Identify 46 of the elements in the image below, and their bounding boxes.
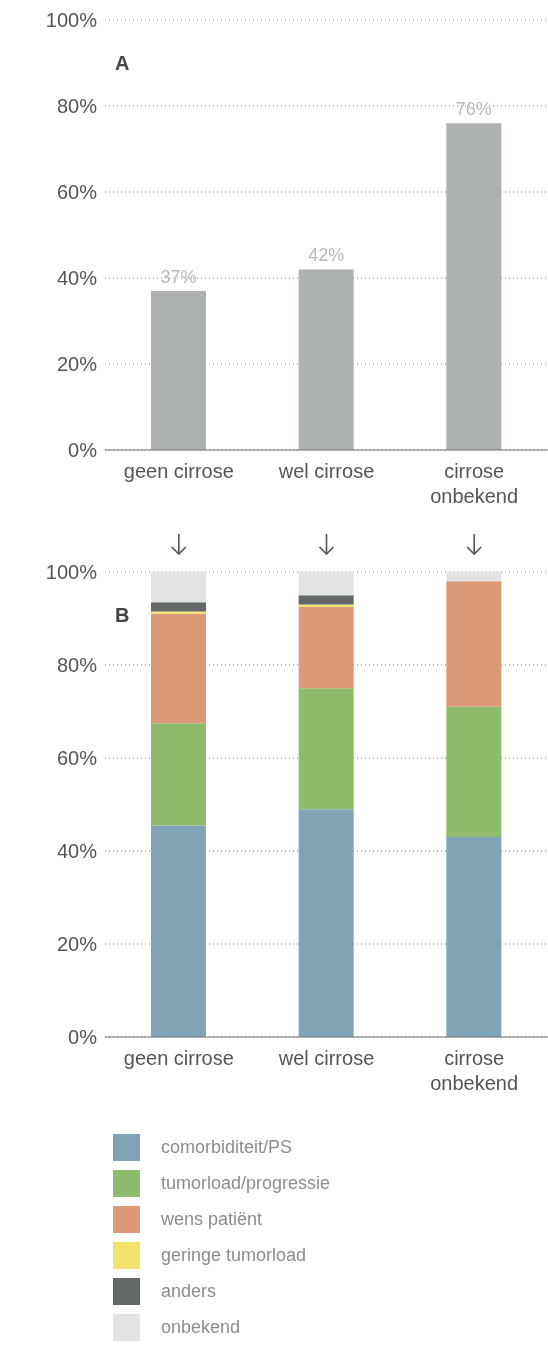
x-tick-label: geen cirrose [123, 1047, 234, 1069]
bar [446, 837, 502, 1037]
y-tick-label: 100% [45, 9, 98, 32]
y-tick-label: 0% [68, 439, 98, 462]
bar [151, 723, 206, 826]
data-label: 37% [160, 266, 197, 287]
bar [446, 581, 502, 707]
y-tick-label: 20% [56, 933, 98, 956]
data-label: 42% [308, 245, 345, 266]
x-tick-label: wel cirrose [277, 1047, 375, 1069]
bar [298, 606, 354, 689]
x-tick-label: wel cirrose [277, 460, 375, 482]
legend-label: anders [161, 1280, 217, 1302]
bar [446, 572, 502, 582]
x-tick-label: cirrose onbekend [430, 1047, 519, 1094]
bar [151, 825, 206, 1037]
bar [298, 809, 354, 1037]
bar [298, 595, 354, 605]
bar [298, 269, 354, 450]
bar [446, 123, 502, 450]
data-label: 76% [455, 99, 492, 120]
bar [298, 688, 354, 810]
text: B [115, 604, 130, 627]
y-tick-label: 80% [56, 654, 98, 677]
bar [298, 572, 354, 596]
x-tick-label: cirrose onbekend [430, 460, 519, 507]
legend-label: onbekend [161, 1316, 241, 1338]
bar [151, 613, 206, 724]
x-tick-label: geen cirrose [123, 460, 234, 482]
legend-label: tumorload/progressie [161, 1172, 331, 1194]
y-tick-label: 40% [56, 840, 98, 863]
bar [151, 572, 206, 603]
bar [151, 602, 206, 612]
y-tick-label: 100% [45, 561, 98, 584]
bar [446, 706, 502, 838]
y-tick-label: 60% [56, 747, 98, 770]
legend-label: wens patiënt [161, 1208, 263, 1230]
bar [151, 290, 206, 450]
y-tick-label: 20% [56, 353, 98, 376]
y-tick-label: 60% [56, 181, 98, 204]
text: A [115, 52, 130, 75]
legend-label: comorbiditeit/PS [161, 1136, 293, 1158]
legend-label: geringe tumorload [161, 1244, 307, 1266]
y-tick-label: 40% [56, 267, 98, 290]
y-tick-label: 80% [56, 95, 98, 118]
y-tick-label: 0% [68, 1026, 98, 1049]
